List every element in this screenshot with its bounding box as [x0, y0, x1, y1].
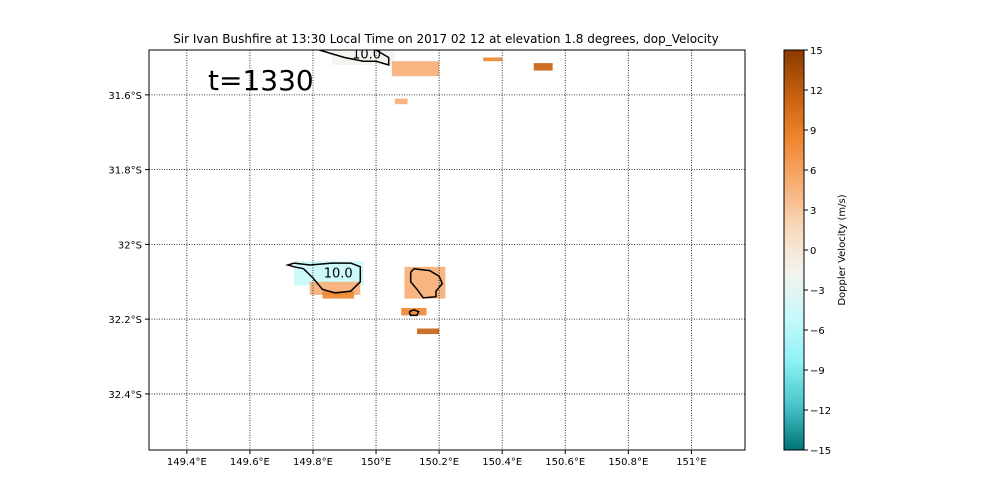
colorbar-tick-label: 3	[810, 206, 816, 217]
plot-area: 10.0 10.0 t=1330	[148, 48, 746, 451]
colorbar-tick-label: −15	[810, 446, 831, 457]
velocity-patch	[322, 291, 354, 299]
x-tick-label: 150.4°E	[482, 457, 522, 468]
contour-line	[285, 262, 362, 294]
time-annotation: t=1330	[208, 64, 314, 97]
velocity-patch	[331, 50, 395, 65]
colorbar-tick-label: 15	[810, 46, 823, 57]
contour-lines	[285, 50, 444, 317]
x-tick-label: 149.4°E	[167, 457, 207, 468]
colorbar-tick-label: 6	[810, 166, 816, 177]
x-tick-label: 150.6°E	[545, 457, 585, 468]
velocity-patch	[391, 61, 440, 77]
plot-frame	[148, 49, 746, 451]
colorbar-tick-label: 12	[810, 86, 823, 97]
contour-line	[408, 308, 420, 317]
contour-label: 10.0	[352, 48, 381, 63]
grid-lines	[149, 50, 745, 450]
x-tick-label: 149.6°E	[230, 457, 270, 468]
y-axis-ticks: 31.6°S 31.8°S 32°S 32.2°S 32.4°S	[108, 91, 149, 401]
x-tick-label: 150.2°E	[419, 457, 459, 468]
colorbar-tick-label: −3	[810, 286, 825, 297]
x-axis-ticks: 149.4°E 149.6°E 149.8°E 150°E 150.2°E 150.4°E…	[167, 450, 707, 468]
colorbar-tick-label: −6	[810, 326, 825, 337]
colorbar: −15 −12 −9 −6 −3 0 3 6 9 12 15 Doppler Velocity (m…	[783, 46, 848, 457]
x-tick-label: 150°E	[361, 457, 391, 468]
velocity-patch	[394, 98, 408, 105]
x-tick-label: 149.8°E	[293, 457, 333, 468]
y-tick-label: 31.8°S	[108, 166, 142, 177]
velocity-patch	[483, 57, 503, 62]
velocity-patch	[294, 261, 364, 286]
contour-label: 10.0	[324, 266, 353, 281]
chart-title: Sir Ivan Bushfire at 13:30 Local Time on…	[173, 32, 719, 46]
colorbar-ticks: −15 −12 −9 −6 −3 0 3 6 9 12 15	[804, 46, 831, 457]
contour-labels: 10.0 10.0	[324, 48, 381, 281]
colorbar-tick-label: −12	[810, 406, 831, 417]
velocity-patch	[401, 307, 427, 316]
colorbar-label: Doppler Velocity (m/s)	[837, 194, 848, 305]
y-tick-label: 32°S	[118, 240, 142, 251]
velocity-patch	[533, 63, 553, 71]
x-tick-label: 150.8°E	[608, 457, 648, 468]
contour-line	[319, 50, 390, 67]
colorbar-tick-label: 0	[810, 246, 816, 257]
colorbar-gradient	[783, 49, 805, 451]
velocity-patch	[417, 328, 440, 335]
contour-line	[409, 267, 444, 299]
y-tick-label: 31.6°S	[108, 91, 142, 102]
colorbar-tick-label: 9	[810, 126, 816, 137]
plot-background	[149, 50, 745, 450]
y-tick-label: 32.4°S	[108, 390, 142, 401]
x-tick-label: 151°E	[676, 457, 706, 468]
y-tick-label: 32.2°S	[108, 315, 142, 326]
colorbar-tick-label: −9	[810, 366, 825, 377]
